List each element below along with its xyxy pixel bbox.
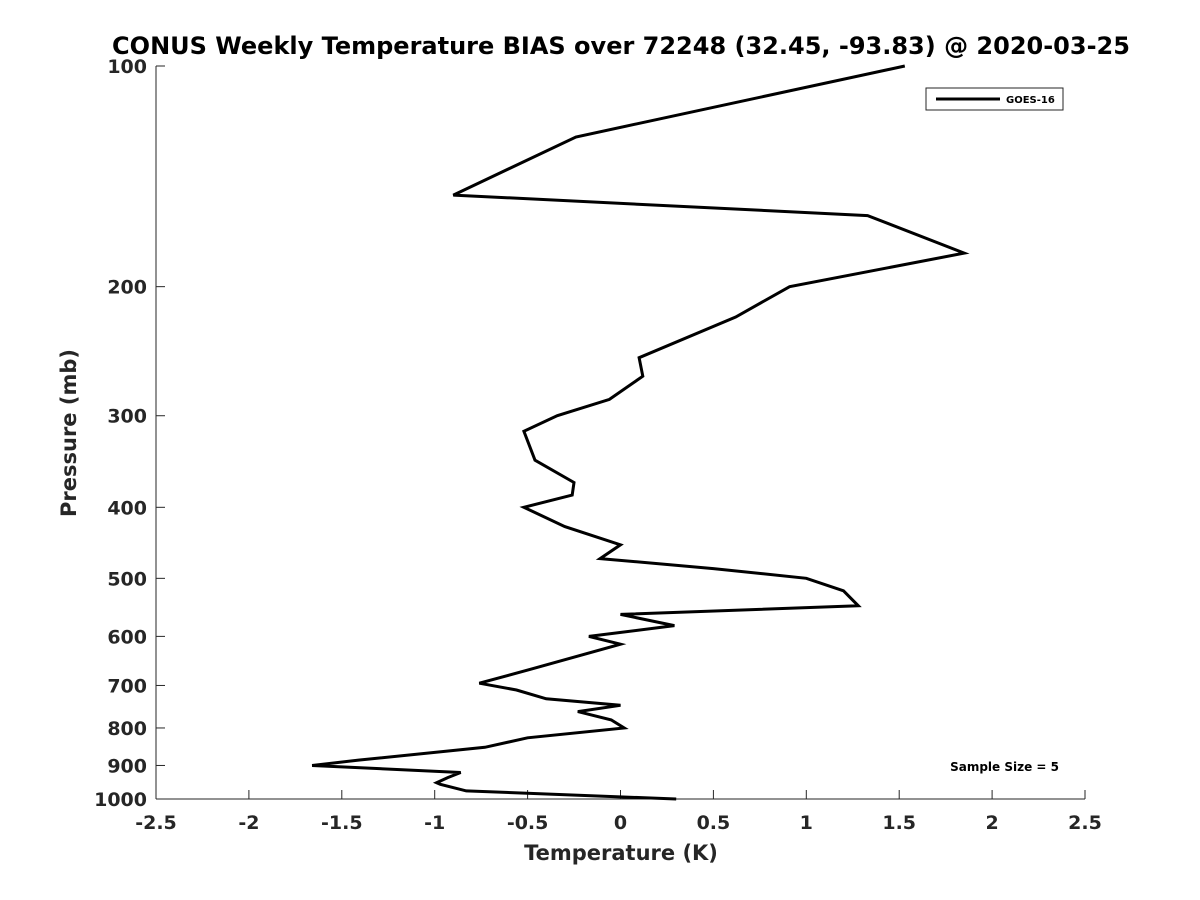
y-tick-label-600: 600 <box>107 626 147 648</box>
y-tick-label-300: 300 <box>107 406 147 428</box>
x-tick-label-neg1: -1 <box>424 812 445 834</box>
y-tick-label-900: 900 <box>107 755 147 777</box>
x-axis-ticks: -2.5 -2 -1.5 -1 -0.5 0 0.5 1 1.5 2 2.5 <box>135 790 1102 834</box>
x-tick-label-2p5: 2.5 <box>1068 812 1102 834</box>
y-axis-ticks: 100 200 300 400 500 600 700 800 900 1000 <box>94 56 165 811</box>
y-tick-label-1000: 1000 <box>94 789 147 811</box>
series-line-goes-16 <box>311 64 970 801</box>
x-tick-label-0: 0 <box>614 812 627 834</box>
x-tick-label-1p5: 1.5 <box>882 812 916 834</box>
x-tick-label-neg0p5: -0.5 <box>507 812 549 834</box>
x-tick-label-0p5: 0.5 <box>697 812 731 834</box>
x-tick-label-neg1p5: -1.5 <box>321 812 363 834</box>
y-tick-label-800: 800 <box>107 718 147 740</box>
chart-title: CONUS Weekly Temperature BIAS over 72248… <box>112 32 1130 60</box>
y-axis-label: Pressure (mb) <box>57 349 81 517</box>
x-tick-label-neg2: -2 <box>238 812 259 834</box>
y-tick-label-700: 700 <box>107 675 147 697</box>
x-tick-label-1: 1 <box>800 812 813 834</box>
legend: GOES-16 <box>925 87 1064 111</box>
plot-background <box>156 66 1085 799</box>
x-axis-label: Temperature (K) <box>524 841 718 865</box>
y-tick-label-100: 100 <box>107 56 147 78</box>
legend-label-goes-16: GOES-16 <box>1006 95 1055 106</box>
x-tick-label-neg2p5: -2.5 <box>135 812 177 834</box>
y-tick-label-400: 400 <box>107 497 147 519</box>
y-tick-label-500: 500 <box>107 568 147 590</box>
sample-size-annotation: Sample Size = 5 <box>950 760 1059 774</box>
series-layer <box>311 64 970 801</box>
y-tick-label-200: 200 <box>107 277 147 299</box>
plot-area: -2.5 -2 -1.5 -1 -0.5 0 0.5 1 1.5 2 2.5 100 200 300 40… <box>94 56 1102 834</box>
x-tick-label-2: 2 <box>985 812 998 834</box>
